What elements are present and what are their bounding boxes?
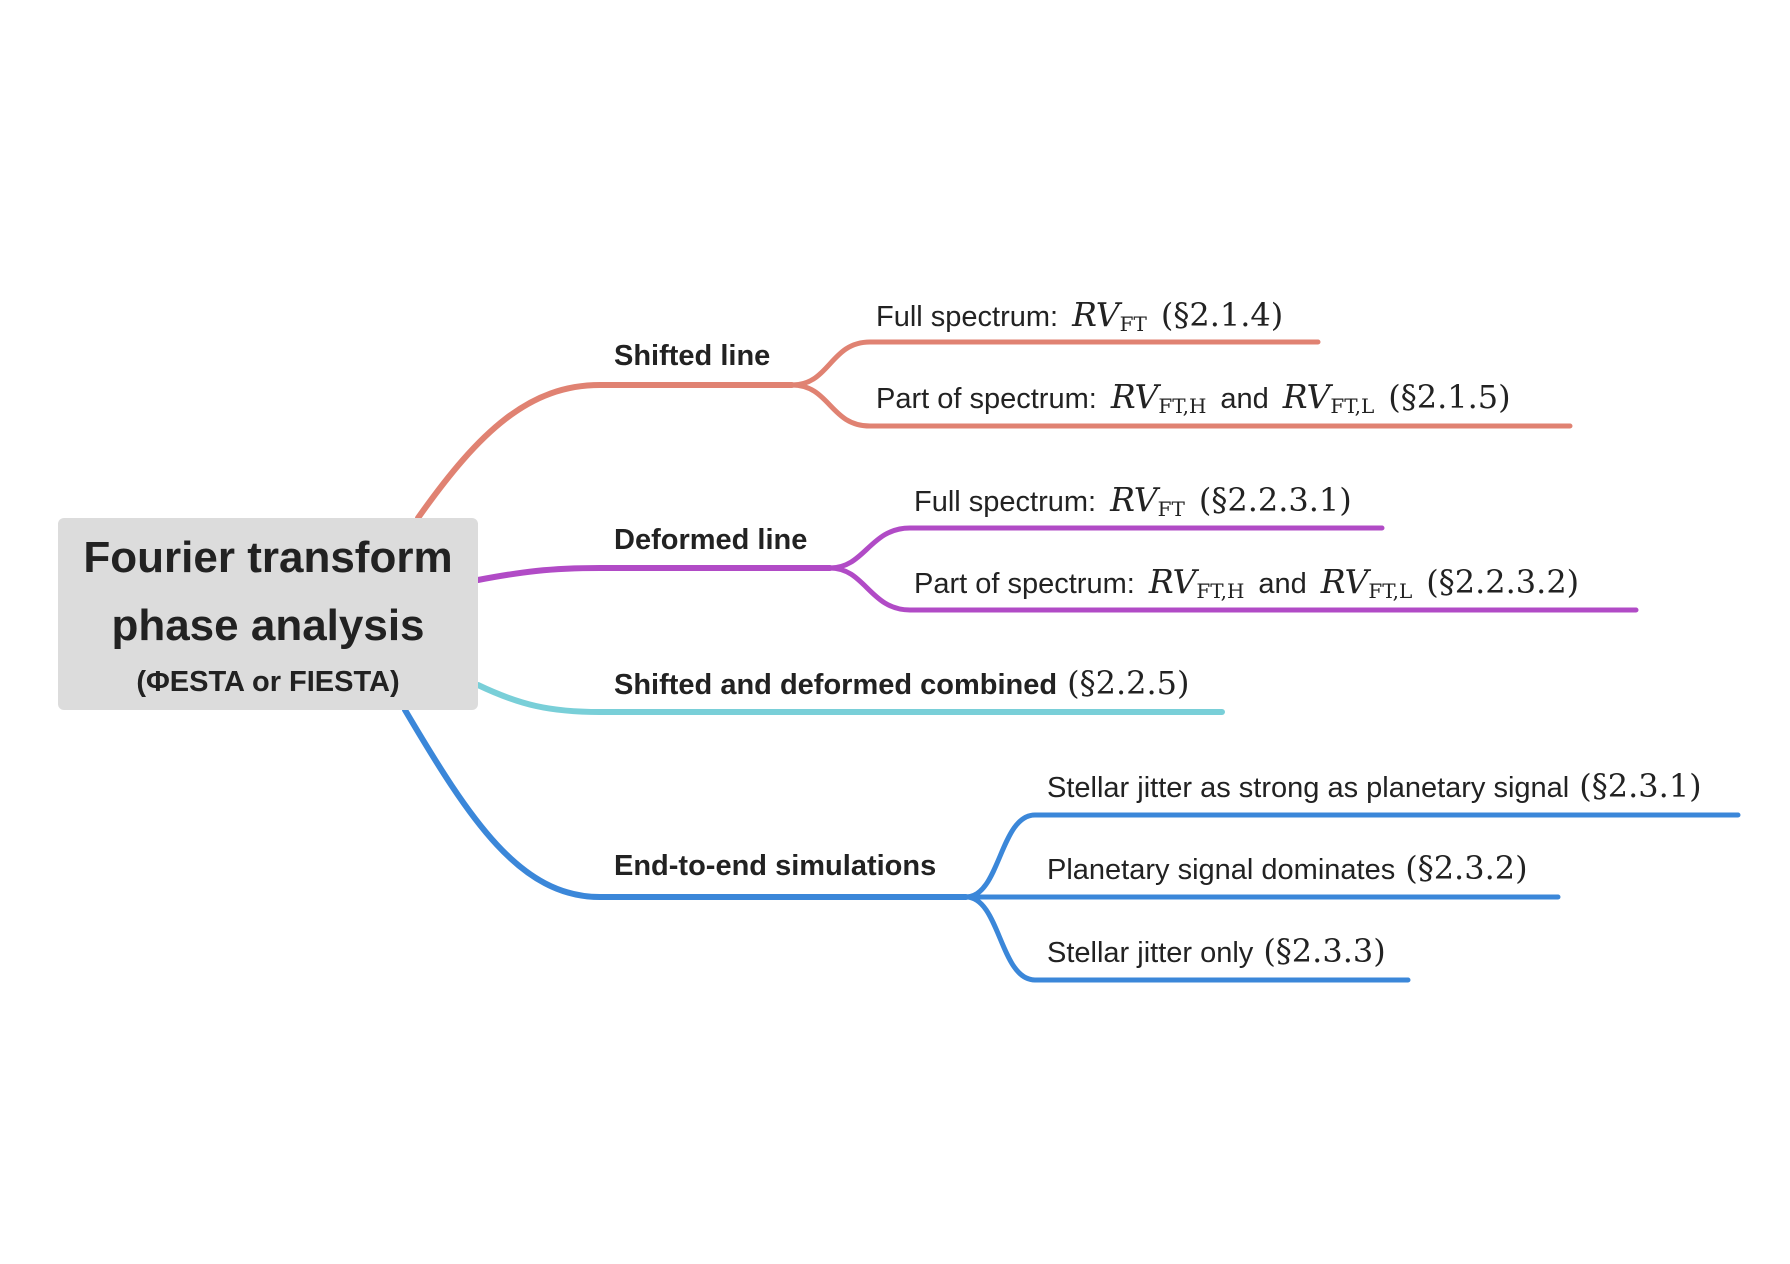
leaf-shifted-full: Full spectrum: RVFT (§2.1.4) bbox=[876, 298, 1283, 334]
leaf-text: Planetary signal dominates bbox=[1047, 854, 1396, 886]
deformed-trunk-line bbox=[475, 565, 833, 583]
root-subtitle: (ΦESTA or FIESTA) bbox=[136, 666, 400, 698]
and-text: and bbox=[1258, 568, 1307, 600]
rv-subscript: FT,H bbox=[1196, 579, 1245, 603]
e2e-leaf1-line bbox=[963, 812, 1741, 900]
rv-subscript: FT,H bbox=[1158, 394, 1207, 418]
leaf-text: Full spectrum: bbox=[914, 486, 1097, 518]
rv-symbol: RV bbox=[1110, 480, 1158, 519]
shifted-part-line bbox=[789, 382, 1573, 429]
section-ref: (§2.3.1) bbox=[1579, 767, 1702, 805]
deformed-part-line bbox=[827, 565, 1639, 613]
branch-combined-label: Shifted and deformed combined (§2.2.5) bbox=[614, 667, 1189, 700]
branch-e2e-label: End-to-end simulations bbox=[614, 850, 937, 882]
e2e-trunk-line bbox=[402, 707, 969, 900]
leaf-e2e-1: Stellar jitter as strong as planetary si… bbox=[1047, 770, 1702, 803]
rv-subscript: FT bbox=[1157, 497, 1185, 521]
leaf-text: Stellar jitter only bbox=[1047, 937, 1254, 969]
rv-symbol: RV bbox=[1072, 295, 1120, 334]
leaf-deformed-part: Part of spectrum: RVFT,H and RVFT,L (§2.2.3.… bbox=[914, 565, 1579, 601]
deformed-full-line bbox=[827, 525, 1385, 571]
rv-symbol: RV bbox=[1282, 377, 1331, 416]
branch-deformed-label: Deformed line bbox=[614, 524, 808, 556]
section-ref: (§2.2.3.1) bbox=[1198, 481, 1352, 519]
rv-symbol: RV bbox=[1148, 562, 1197, 601]
root-title-line2: phase analysis bbox=[111, 601, 425, 650]
leaf-text: Stellar jitter as strong as planetary si… bbox=[1047, 772, 1570, 804]
branch-combined-text: Shifted and deformed combined bbox=[614, 669, 1058, 701]
rv-symbol: RV bbox=[1110, 377, 1159, 416]
section-ref: (§2.3.2) bbox=[1405, 849, 1528, 887]
section-ref: (§2.2.5) bbox=[1067, 664, 1190, 702]
section-ref: (§2.2.3.2) bbox=[1426, 563, 1580, 601]
branch-shifted-label: Shifted line bbox=[614, 340, 771, 372]
leaf-e2e-3: Stellar jitter only (§2.3.3) bbox=[1047, 935, 1386, 968]
leaf-text: Part of spectrum: bbox=[876, 383, 1097, 415]
combined-trunk-line bbox=[475, 682, 1225, 715]
leaf-e2e-2: Planetary signal dominates (§2.3.2) bbox=[1047, 852, 1528, 885]
leaf-text: Full spectrum: bbox=[876, 301, 1059, 333]
section-ref: (§2.1.4) bbox=[1160, 296, 1284, 334]
rv-subscript: FT bbox=[1119, 312, 1147, 336]
rv-subscript: FT,L bbox=[1368, 579, 1413, 603]
rv-subscript: FT,L bbox=[1330, 394, 1375, 418]
leaf-deformed-full: Full spectrum: RVFT (§2.2.3.1) bbox=[914, 483, 1352, 519]
and-text: and bbox=[1220, 383, 1269, 415]
section-ref: (§2.3.3) bbox=[1263, 932, 1386, 970]
root-title-line1: Fourier transform bbox=[83, 533, 453, 582]
rv-symbol: RV bbox=[1320, 562, 1369, 601]
root-node: Fourier transform phase analysis (ΦESTA … bbox=[58, 518, 478, 710]
leaf-shifted-part: Part of spectrum: RVFT,H and RVFT,L (§2.1.5) bbox=[876, 380, 1511, 416]
section-ref: (§2.1.5) bbox=[1388, 378, 1511, 416]
leaf-text: Part of spectrum: bbox=[914, 568, 1135, 600]
shifted-trunk-line bbox=[415, 382, 795, 521]
shifted-full-line bbox=[789, 339, 1321, 388]
e2e-leaf3-line bbox=[963, 894, 1411, 983]
